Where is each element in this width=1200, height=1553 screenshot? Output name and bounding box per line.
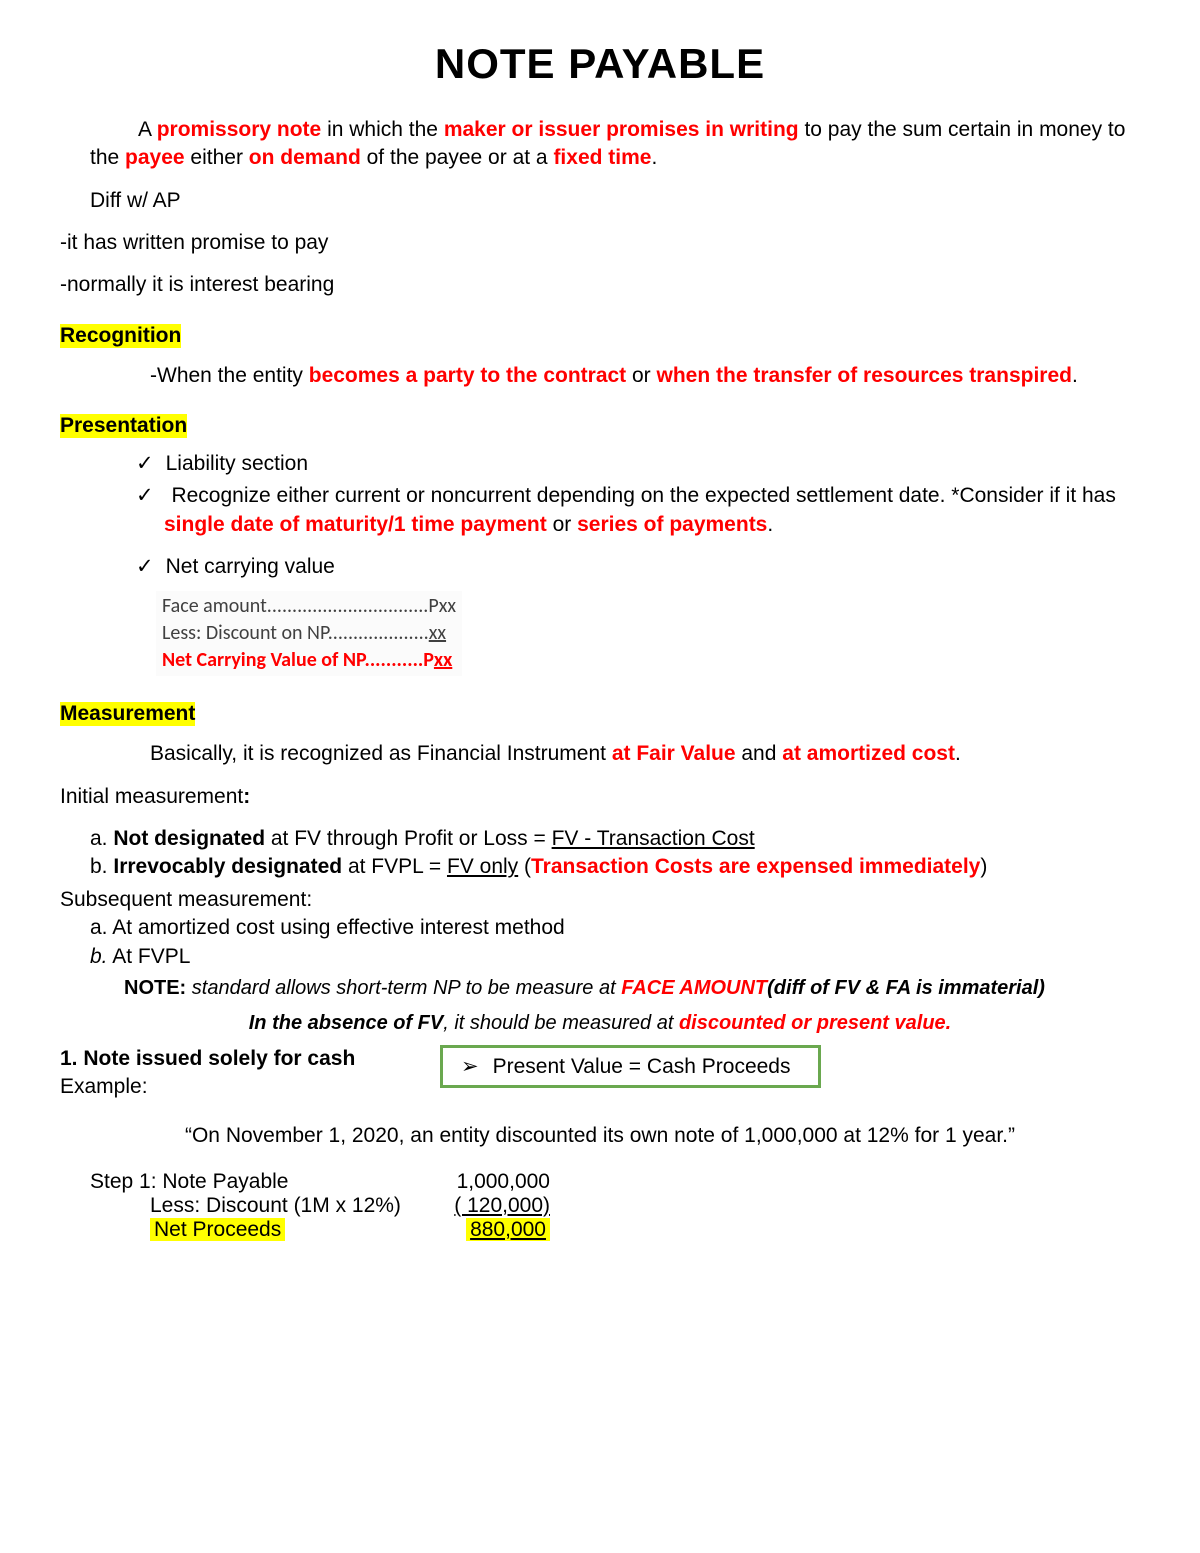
subsequent-item-b: b. At FVPL — [90, 943, 1140, 971]
pres-text: or — [547, 513, 577, 536]
calculation-table: Step 1: Note Payable 1,000,000 Less: Dis… — [90, 1170, 1140, 1242]
net-proceeds-value: 880,000 — [466, 1218, 550, 1241]
absence-em: discounted or present value. — [679, 1012, 951, 1034]
ncv-line: Less: Discount on NP....................… — [162, 620, 456, 647]
absence-pre: In the absence of FV — [249, 1012, 443, 1034]
rec-pre: -When the entity — [150, 364, 309, 387]
sub-b-pre: b. — [90, 945, 108, 968]
definition-paragraph: A promissory note in which the maker or … — [90, 116, 1140, 173]
example-label: Example: — [60, 1073, 430, 1101]
diff-item: -normally it is interest bearing — [60, 271, 1140, 299]
measurement-intro: Basically, it is recognized as Financial… — [150, 740, 1140, 768]
calc-row: Step 1: Note Payable 1,000,000 — [90, 1170, 1140, 1194]
b-em: Irrevocably designated — [113, 855, 342, 878]
absence-mid: , it should be measured at — [443, 1012, 679, 1034]
note-text: standard allows short-term NP to be meas… — [186, 977, 621, 999]
def-text: A — [138, 118, 157, 141]
def-text: in which the — [321, 118, 444, 141]
presentation-item: Recognize either current or noncurrent d… — [136, 482, 1140, 539]
absence-line: In the absence of FV, it should be measu… — [60, 1012, 1140, 1035]
rec-em: becomes a party to the contract — [309, 364, 626, 387]
ncv-line: Face amount.............................… — [162, 593, 456, 620]
pres-text: . — [767, 513, 773, 536]
a-em: Not designated — [113, 827, 265, 850]
case1-row: 1. Note issued solely for cash Example: … — [60, 1045, 1140, 1102]
subsequent-heading: Subsequent measurement: — [60, 886, 1140, 914]
init-text: Initial measurement — [60, 785, 243, 808]
note-post: (diff of FV & FA is immaterial) — [767, 977, 1045, 999]
def-em: maker or issuer promises in writing — [444, 118, 799, 141]
a-pre: a. — [90, 827, 113, 850]
ncv-net-label: Net Carrying Value of NP...........P — [162, 648, 434, 672]
b-paren: ( — [518, 855, 531, 878]
calc-value: 1,000,000 — [420, 1170, 550, 1194]
b-mid: at FVPL = — [342, 855, 447, 878]
meas-em: at amortized cost — [782, 742, 955, 765]
case1-left: 1. Note issued solely for cash Example: — [60, 1045, 430, 1102]
b-paren-close: ) — [980, 855, 987, 878]
a-mid: at FV through Profit or Loss = — [265, 827, 552, 850]
b-paren-em: Transaction Costs are expensed immediate… — [531, 855, 980, 878]
sub-b-rest: At FVPL — [108, 945, 191, 968]
initial-item-a: a. Not designated at FV through Profit o… — [90, 825, 1140, 853]
rec-mid: or — [626, 364, 656, 387]
measurement-note: NOTE: standard allows short-term NP to b… — [124, 977, 1140, 1000]
ncv-val: xx — [429, 621, 446, 645]
calc-label: Less: Discount (1M x 12%) — [90, 1194, 420, 1218]
measurement-heading: Measurement — [60, 702, 195, 726]
example-quote: “On November 1, 2020, an entity discount… — [120, 1124, 1080, 1148]
def-text: . — [651, 146, 657, 169]
def-text: either — [185, 146, 249, 169]
ncv-net-line: Net Carrying Value of NP...........Pxx — [162, 647, 456, 674]
page-title: NOTE PAYABLE — [60, 40, 1140, 88]
document-page: NOTE PAYABLE A promissory note in which … — [0, 0, 1200, 1553]
note-label: NOTE: — [124, 977, 186, 999]
def-text: of the payee or at a — [361, 146, 554, 169]
case1-heading: 1. Note issued solely for cash — [60, 1045, 430, 1073]
calc-label: Step 1: Note Payable — [90, 1170, 420, 1194]
meas-text: Basically, it is recognized as Financial… — [150, 742, 612, 765]
initial-measurement-heading: Initial measurement: — [60, 783, 1140, 811]
diff-item: -it has written promise to pay — [60, 229, 1140, 257]
calc-value: ( 120,000) — [420, 1194, 550, 1218]
subsequent-item-a: a. At amortized cost using effective int… — [90, 914, 1140, 942]
recognition-text: -When the entity becomes a party to the … — [90, 362, 1140, 390]
present-value-box: Present Value = Cash Proceeds — [440, 1045, 821, 1088]
net-proceeds-label: Net Proceeds — [150, 1218, 285, 1241]
calc-row: Less: Discount (1M x 12%) ( 120,000) — [90, 1194, 1140, 1218]
def-em: fixed time — [553, 146, 651, 169]
pres-text: Recognize either current or noncurrent d… — [171, 484, 1115, 507]
presentation-item: Net carrying value — [136, 553, 1140, 581]
a-ul: FV - Transaction Cost — [552, 827, 755, 850]
rec-end: . — [1072, 364, 1078, 387]
calc-row-net: Net Proceeds 880,000 — [90, 1218, 1140, 1242]
diff-heading: Diff w/ AP — [90, 187, 1140, 215]
ncv-net-val: xx — [434, 648, 452, 672]
recognition-heading: Recognition — [60, 324, 181, 348]
meas-em: at Fair Value — [612, 742, 736, 765]
b-ul: FV only — [447, 855, 518, 878]
pres-em: single date of maturity/1 time payment — [164, 513, 547, 536]
note-em: FACE AMOUNT — [621, 977, 767, 999]
b-pre: b. — [90, 855, 113, 878]
initial-item-b: b. Irrevocably designated at FVPL = FV o… — [90, 853, 1140, 881]
pres-em: series of payments — [577, 513, 767, 536]
presentation-heading: Presentation — [60, 414, 187, 438]
presentation-item: Liability section — [136, 450, 1140, 478]
def-em: on demand — [249, 146, 361, 169]
ncv-label: Less: Discount on NP.................... — [162, 621, 429, 645]
rec-em: when the transfer of resources transpire… — [657, 364, 1072, 387]
meas-text: . — [955, 742, 961, 765]
meas-text: and — [736, 742, 783, 765]
def-em: promissory note — [157, 118, 322, 141]
def-em: payee — [125, 146, 185, 169]
net-carrying-value-box: Face amount.............................… — [156, 591, 462, 676]
